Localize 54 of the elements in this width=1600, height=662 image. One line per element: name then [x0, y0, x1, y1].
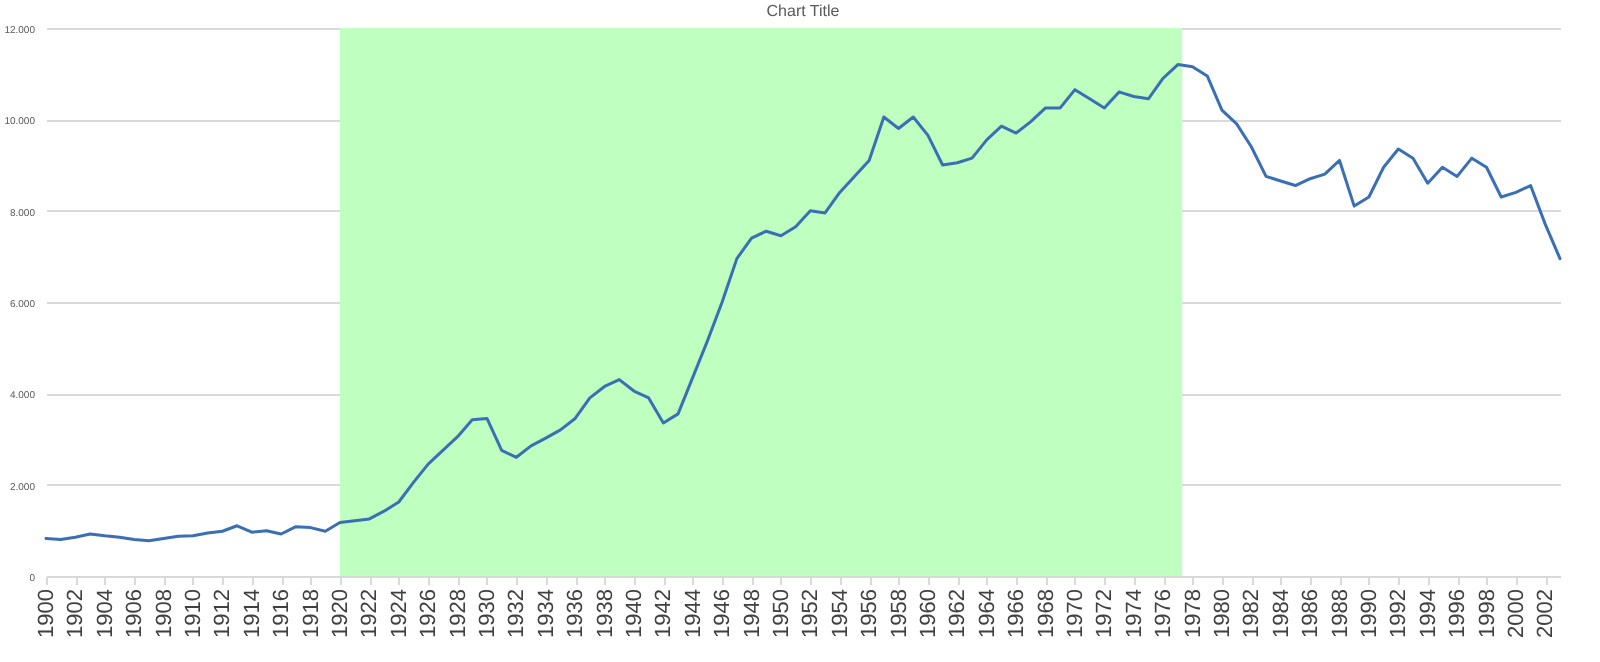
x-tick-label: 1946: [711, 589, 736, 638]
x-tick-label: 1908: [152, 589, 177, 638]
x-tick-label: 1948: [740, 589, 765, 638]
x-tick-label: 1938: [593, 589, 618, 638]
x-tick-label: 1922: [358, 589, 383, 638]
x-tick-label: 1972: [1093, 589, 1118, 638]
x-tick-label: 1950: [769, 589, 794, 638]
x-tick-label: 1906: [123, 589, 148, 638]
x-tick-label: 1990: [1357, 589, 1382, 638]
x-tick-label: 1932: [505, 589, 530, 638]
x-tick-label: 1994: [1416, 589, 1441, 638]
x-tick-label: 1964: [975, 589, 1000, 638]
x-tick-label: 1996: [1446, 589, 1471, 638]
x-tick-label: 1914: [240, 589, 265, 638]
x-tick-label: 1920: [328, 589, 353, 638]
x-tick-label: 1992: [1387, 589, 1412, 638]
x-tick-label: 1960: [916, 589, 941, 638]
x-tick-label: 1984: [1269, 589, 1294, 638]
x-tick-label: 1968: [1034, 589, 1059, 638]
x-tick-label: 1962: [946, 589, 971, 638]
chart-title: Chart Title: [766, 2, 841, 20]
x-tick-label: 1910: [181, 589, 206, 638]
x-tick-label: 1974: [1122, 589, 1147, 638]
x-tick-label: 1940: [622, 589, 647, 638]
x-tick-label: 2000: [1504, 589, 1529, 638]
x-tick-label: 1970: [1063, 589, 1088, 638]
x-tick-label: 1918: [299, 589, 324, 638]
x-tick-label: 1980: [1210, 589, 1235, 638]
x-tick-label: 1952: [799, 589, 824, 638]
x-tick-label: 1924: [387, 589, 412, 638]
x-tick-label: 2002: [1534, 589, 1559, 638]
x-tick-label: 1900: [35, 589, 59, 638]
x-tick-label: 1998: [1475, 589, 1500, 638]
x-tick-label: 1976: [1152, 589, 1177, 638]
x-tick-label: 1988: [1328, 589, 1353, 638]
line-series: [44, 63, 1562, 543]
x-tick-label: 1904: [93, 589, 118, 638]
x-tick-label: 1944: [681, 589, 706, 638]
x-tick-label: 1942: [652, 589, 677, 638]
x-tick-label: 1986: [1299, 589, 1324, 638]
x-tick-label: 1982: [1240, 589, 1265, 638]
x-tick-label: 1930: [475, 589, 500, 638]
x-tick-label: 1926: [417, 589, 442, 638]
x-tick-label: 1956: [858, 589, 883, 638]
x-tick-label: 1912: [211, 589, 236, 638]
x-tick-label: 1934: [534, 589, 559, 638]
x-tick-label: 1954: [828, 589, 853, 638]
x-tick-label: 1928: [446, 589, 471, 638]
x-tick-label: 1978: [1181, 589, 1206, 638]
x-tick-label: 1966: [1005, 589, 1030, 638]
x-tick-label: 1916: [270, 589, 295, 638]
x-tick-label: 1936: [564, 589, 589, 638]
x-tick-label: 1958: [887, 589, 912, 638]
x-tick-label: 1902: [64, 589, 89, 638]
